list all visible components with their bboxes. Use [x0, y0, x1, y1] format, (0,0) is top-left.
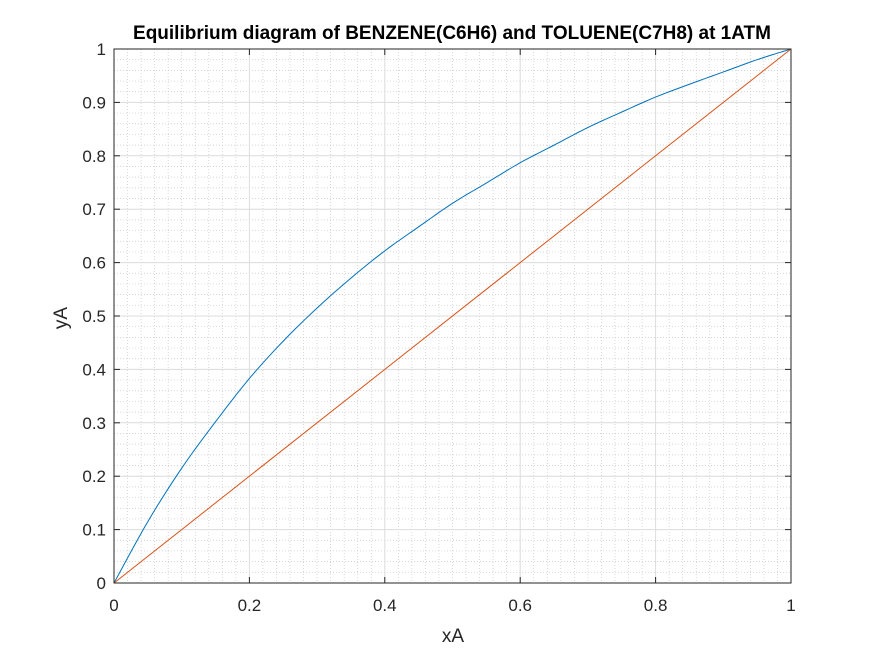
y-tick-label: 0.4 [82, 360, 106, 379]
y-tick-label: 0.8 [82, 147, 106, 166]
series-layer [113, 48, 792, 584]
axis-ticks [113, 48, 792, 584]
y-tick-label: 0 [97, 574, 106, 593]
x-tick-label: 0.2 [238, 596, 262, 615]
y-axis-label: yA [51, 307, 72, 330]
series-line-1 [113, 48, 792, 584]
y-tick-labels: 0 0.1 0.2 0.3 0.4 0.5 0.6 0.7 0.8 0.9 1 [82, 40, 106, 593]
y-tick-label: 0.1 [82, 521, 106, 540]
y-tick-label: 0.7 [82, 200, 106, 219]
x-tick-label: 0.6 [508, 596, 532, 615]
x-tick-label: 1 [786, 596, 795, 615]
y-tick-label: 0.5 [82, 307, 106, 326]
y-tick-label: 1 [97, 40, 106, 59]
y-tick-label: 0.6 [82, 254, 106, 273]
x-axis-label: xA [442, 626, 465, 647]
y-tick-label: 0.2 [82, 467, 106, 486]
x-tick-label: 0 [109, 596, 118, 615]
series-line-2 [113, 48, 792, 584]
x-tick-label: 0.8 [644, 596, 668, 615]
x-tick-label: 0.4 [373, 596, 397, 615]
y-tick-label: 0.9 [82, 93, 106, 112]
chart-title: Equilibrium diagram of BENZENE(C6H6) and… [133, 23, 771, 44]
y-tick-label: 0.3 [82, 414, 106, 433]
x-tick-labels: 0 0.2 0.4 0.6 0.8 1 [109, 596, 795, 615]
